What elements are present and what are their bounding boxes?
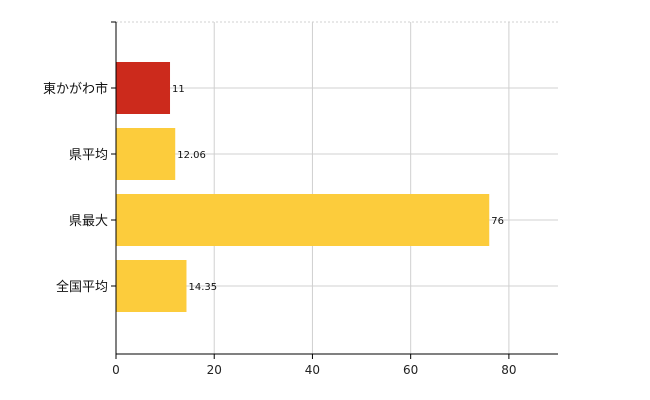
x-tick-label-1: 20 bbox=[207, 363, 222, 377]
x-tick-label-2: 40 bbox=[305, 363, 320, 377]
label-layer: 11 東かがわ市 12.06 県平均 76 県最大 14.35 全国平均 0 20 40 60 80 bbox=[43, 81, 517, 377]
x-tick-label-0: 0 bbox=[112, 363, 120, 377]
data-label-1: 12.06 bbox=[177, 150, 206, 161]
bar-layer bbox=[116, 62, 490, 312]
bar-2 bbox=[116, 194, 490, 246]
category-label-3: 全国平均 bbox=[56, 279, 108, 295]
category-label-1: 県平均 bbox=[69, 148, 108, 163]
data-label-3: 14.35 bbox=[188, 282, 217, 293]
axis-layer bbox=[111, 21, 558, 359]
category-label-2: 県最大 bbox=[69, 214, 108, 229]
data-label-0: 11 bbox=[172, 84, 185, 95]
data-label-2: 76 bbox=[491, 216, 504, 227]
bar-3 bbox=[116, 260, 187, 312]
x-tick-label-3: 60 bbox=[403, 363, 418, 377]
bar-1 bbox=[116, 128, 176, 180]
category-label-0: 東かがわ市 bbox=[43, 81, 108, 97]
bar-0 bbox=[116, 62, 171, 114]
x-tick-label-4: 80 bbox=[501, 363, 516, 377]
